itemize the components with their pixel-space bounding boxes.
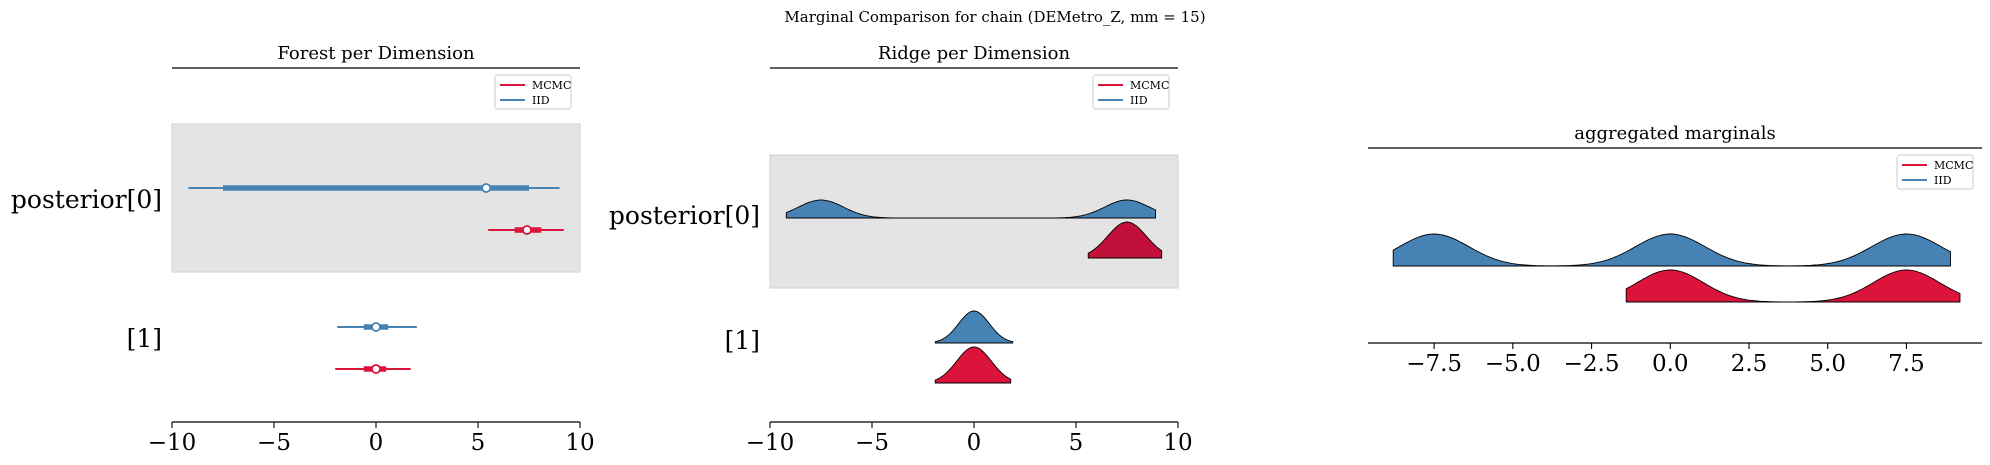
legend-label-mcmc: MCMC	[1130, 79, 1169, 92]
ridge-density-iid	[785, 199, 1157, 219]
x-tick-label: 10	[1163, 430, 1192, 456]
legend-label-iid: IID	[1130, 94, 1148, 107]
forest-point-iid	[481, 183, 492, 193]
row-label: posterior[0]	[11, 185, 162, 214]
row-label: posterior[0]	[609, 201, 760, 230]
legend-label-iid: IID	[532, 94, 550, 107]
forest-point-iid	[371, 322, 381, 332]
forest-point-mcmc	[371, 364, 381, 374]
x-tick-label: 0	[967, 430, 982, 456]
legend: MCMC IID	[1896, 154, 1974, 190]
row-label: [1]	[127, 324, 162, 353]
legend: MCMC IID	[494, 74, 572, 110]
ridge-density-iid	[934, 310, 1014, 344]
x-tick-label: −5	[257, 430, 291, 456]
x-tick-label: 7.5	[1888, 351, 1925, 377]
chart-panel-1: Forest per Dimension −10 −5 0 5 10 posterior[0…	[11, 43, 595, 456]
x-tick-label: −5.0	[1485, 351, 1541, 377]
chart-title: Ridge per Dimension	[878, 43, 1071, 64]
x-tick-label: 5.0	[1809, 351, 1846, 377]
chart-title: Forest per Dimension	[277, 43, 475, 64]
legend-label-iid: IID	[1934, 174, 1952, 187]
chart-title: aggregated marginals	[1574, 123, 1775, 144]
chart-panel-2: Ridge per Dimension −10 −5 0 5 10 posterior[0]…	[609, 43, 1193, 456]
x-tick-label: 0.0	[1652, 351, 1689, 377]
chart-panel-3: aggregated marginals −7.5 −5.0 −2.5 0.0 2.5 5.…	[1368, 123, 1982, 377]
highlight-band	[171, 123, 581, 273]
x-tick-label: 2.5	[1731, 351, 1768, 377]
ridge-density-mcmc	[1625, 269, 1961, 303]
legend-label-mcmc: MCMC	[1934, 159, 1973, 172]
x-tick-label: 5	[1069, 430, 1084, 456]
x-tick-label: 0	[369, 430, 384, 456]
row-label: [1]	[725, 326, 760, 355]
x-tick-label: −5	[855, 430, 889, 456]
legend-label-mcmc: MCMC	[532, 79, 571, 92]
ridge-density-iid	[1392, 233, 1951, 267]
x-tick-label: −2.5	[1564, 351, 1620, 377]
x-tick-label: 5	[471, 430, 486, 456]
x-tick-label: −7.5	[1406, 351, 1462, 377]
x-tick-label: −10	[746, 430, 795, 456]
ridge-density-mcmc	[1087, 221, 1163, 259]
ridge-density-mcmc	[934, 346, 1012, 384]
highlight-band	[769, 154, 1179, 289]
x-tick-label: −10	[148, 430, 197, 456]
legend: MCMC IID	[1092, 74, 1170, 110]
forest-point-mcmc	[522, 225, 532, 235]
figure-suptitle: Marginal Comparison for chain (DEMetro_Z…	[784, 8, 1205, 26]
x-tick-label: 10	[565, 430, 594, 456]
